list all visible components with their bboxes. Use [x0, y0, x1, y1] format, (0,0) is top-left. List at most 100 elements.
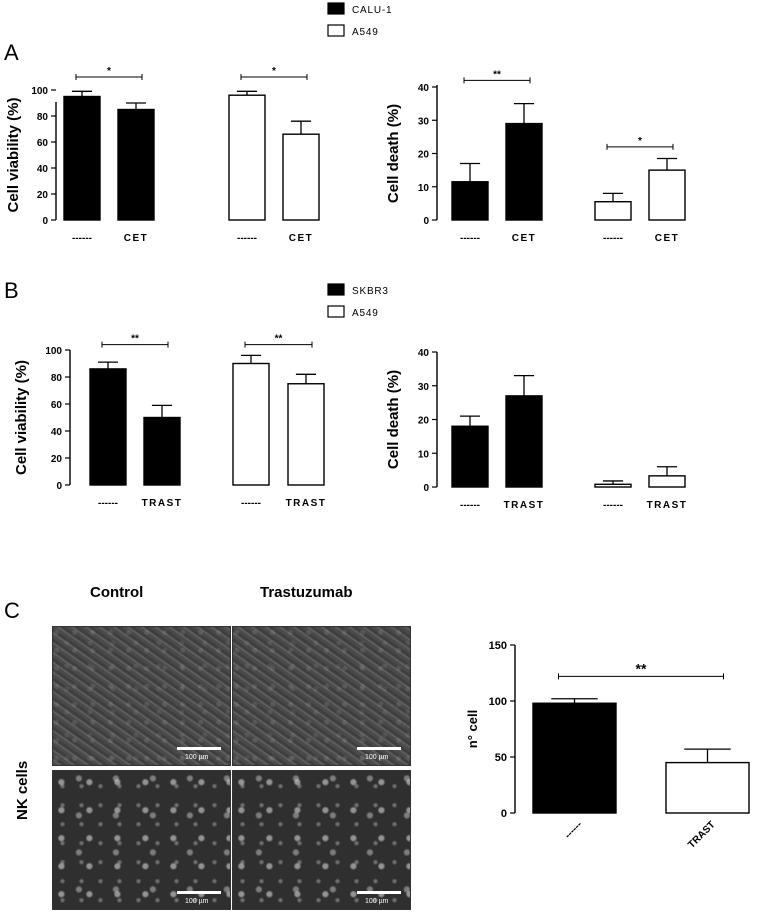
y-tick-label: 40: [51, 427, 63, 438]
x-tick-label: ------: [237, 233, 257, 244]
scale-label: 100 µm: [185, 754, 209, 761]
x-tick-label: CET: [124, 233, 149, 244]
significance-label: **: [636, 660, 647, 676]
scale-label: 100 µm: [185, 898, 209, 905]
chart-a1: 0 20 40 60 80 100 Cell viability (%) ------ CET -…: [5, 2, 392, 244]
y-tick-label: 20: [51, 454, 63, 465]
column-title-control: Control: [90, 584, 144, 601]
bar: [451, 425, 489, 488]
chart-c1: 0 50 100 150 n° cell ------ TRAST **: [465, 640, 750, 851]
scale-bar: [357, 747, 401, 750]
y-tick-label: 80: [51, 373, 63, 384]
scale-bar: [177, 891, 221, 894]
significance-label: *: [638, 136, 642, 147]
y-tick-label: 100: [45, 346, 62, 357]
bar: [232, 362, 270, 486]
y-tick-label: 40: [418, 83, 430, 94]
x-tick-label: ------: [72, 233, 92, 244]
bar: [648, 169, 686, 221]
y-tick-label: 0: [56, 481, 62, 492]
micrograph-trastuzumab-top: 100 µm: [232, 626, 411, 766]
scale-label: 100 µm: [365, 898, 389, 905]
bar: [648, 475, 686, 488]
row-title-nk-cells: NK cells: [14, 760, 31, 820]
legend-label: A549: [352, 308, 379, 319]
x-tick-label: CET: [655, 233, 680, 244]
x-tick-label: TRAST: [504, 500, 545, 511]
y-tick-label: 0: [423, 483, 429, 494]
y-tick-label: 0: [42, 216, 48, 227]
chart-b2: 0 10 20 30 40 Cell death (%) ------ TRAST ------…: [385, 348, 688, 511]
legend-swatch: [327, 24, 345, 37]
legend-swatch: [327, 283, 345, 296]
chart-b1: 0 20 40 60 80 100 Cell viability (%) ------ TRAS…: [13, 283, 389, 509]
x-tick-label: ------: [241, 498, 261, 509]
x-tick-label: ------: [603, 500, 623, 511]
panel-label-c: C: [4, 598, 20, 623]
significance-label: *: [107, 66, 111, 77]
significance-label: *: [272, 66, 276, 77]
significance-label: **: [493, 69, 501, 80]
legend-swatch: [327, 2, 345, 15]
y-tick-label: 150: [489, 640, 507, 652]
y-tick-label: 10: [418, 449, 430, 460]
y-tick-label: 100: [489, 696, 507, 708]
legend-swatch: [327, 305, 345, 318]
legend-label: A549: [352, 27, 379, 38]
y-tick-label: 60: [51, 400, 63, 411]
x-tick-label: ------: [98, 498, 118, 509]
y-tick-label: 30: [418, 382, 430, 393]
legend-label: CALU-1: [352, 5, 392, 16]
column-title-trastuzumab: Trastuzumab: [260, 584, 353, 601]
y-tick-label: 30: [418, 116, 430, 127]
x-tick-label: TRAST: [647, 500, 688, 511]
y-axis-label: Cell viability (%): [13, 360, 30, 475]
x-tick-label: ------: [563, 819, 585, 841]
panel-label-a: A: [4, 40, 19, 65]
x-tick-label: TRAST: [286, 498, 327, 509]
bar: [117, 108, 155, 221]
x-tick-label: CET: [289, 233, 314, 244]
y-tick-label: 60: [37, 138, 49, 149]
bar: [63, 95, 101, 221]
bar: [451, 181, 489, 221]
bar: [282, 133, 320, 221]
bar: [594, 201, 632, 221]
bar: [228, 94, 266, 221]
chart-a2: 0 10 20 30 40 Cell death (%) ------ CET ------ CE…: [385, 69, 686, 244]
x-tick-label: ------: [603, 233, 623, 244]
y-tick-label: 80: [37, 112, 49, 123]
significance-label: **: [275, 334, 283, 345]
x-tick-label: ------: [460, 233, 480, 244]
y-tick-label: 0: [423, 216, 429, 227]
panel-label-b: B: [4, 278, 19, 303]
y-tick-label: 0: [501, 808, 507, 820]
bar: [143, 416, 181, 486]
x-tick-label: TRAST: [142, 498, 183, 509]
scale-label: 100 µm: [365, 754, 389, 761]
bar: [665, 761, 750, 814]
significance-label: **: [131, 334, 139, 345]
bar: [594, 483, 632, 488]
bar: [505, 395, 543, 488]
bar: [532, 702, 617, 814]
y-axis-label: Cell death (%): [385, 104, 402, 203]
scale-bar: [177, 747, 221, 750]
y-tick-label: 100: [31, 86, 48, 97]
legend-label: SKBR3: [352, 286, 389, 297]
y-axis-label: n° cell: [465, 710, 480, 748]
micrograph-control-nk: 100 µm: [52, 770, 231, 910]
y-tick-label: 20: [418, 150, 430, 161]
y-tick-label: 20: [418, 416, 430, 427]
x-tick-label: TRAST: [686, 819, 717, 850]
y-tick-label: 40: [418, 348, 430, 359]
y-tick-label: 10: [418, 183, 430, 194]
scale-bar: [357, 891, 401, 894]
micrograph-trastuzumab-nk: 100 µm: [232, 770, 411, 910]
y-axis-label: Cell viability (%): [5, 97, 22, 212]
bar: [505, 122, 543, 221]
y-tick-label: 50: [495, 752, 507, 764]
micrograph-control-top: 100 µm: [52, 626, 231, 766]
x-tick-label: CET: [512, 233, 537, 244]
